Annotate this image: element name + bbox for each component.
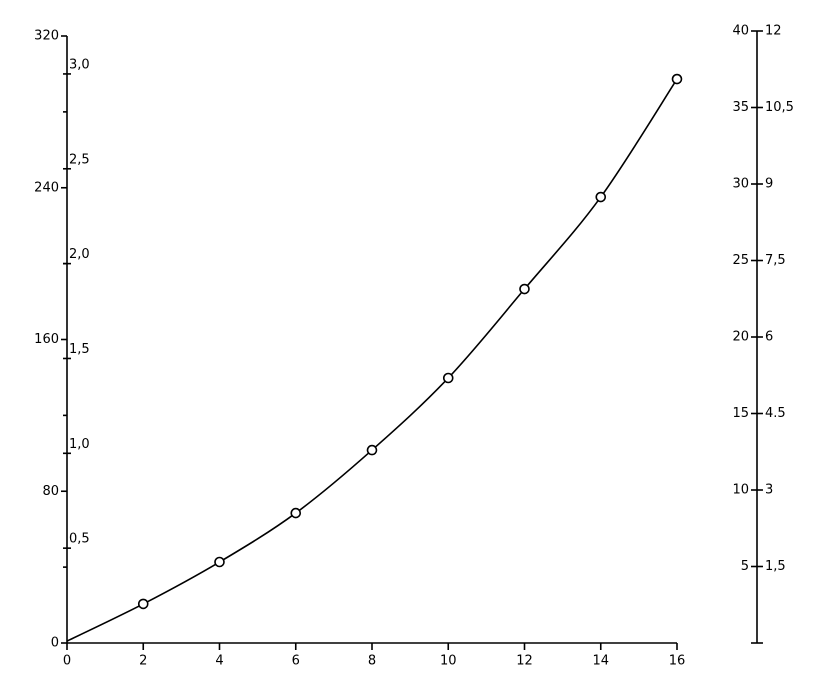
right-tick-label: 35 <box>732 100 749 115</box>
point <box>519 283 530 295</box>
y2-tick-label: 2,0 <box>69 247 90 262</box>
right-y2-tick-label: 6 <box>765 330 773 345</box>
point <box>671 73 683 85</box>
y-tick-label: 240 <box>34 180 59 195</box>
y-tick-label: 80 <box>42 484 59 499</box>
x-tick-label: 12 <box>516 654 533 669</box>
y2-tick-label: 1,5 <box>69 342 90 357</box>
y-tick-label: 160 <box>34 332 59 347</box>
right-y2-tick-label: 7,5 <box>765 253 786 268</box>
x-tick-label: 8 <box>368 654 376 669</box>
point <box>595 191 607 203</box>
right-tick-label: 20 <box>732 330 749 345</box>
y-tick-label: 320 <box>34 29 59 44</box>
x-tick-label: 4 <box>215 654 223 669</box>
y2-tick-label: 1,0 <box>69 437 90 452</box>
x-tick-label: 16 <box>669 654 686 669</box>
x-tick-label: 6 <box>292 654 300 669</box>
right-tick-label: 10 <box>732 483 749 498</box>
point <box>366 444 378 456</box>
right-tick-label: 30 <box>732 177 749 192</box>
right-y2-tick-label: 4.5 <box>765 406 786 421</box>
point <box>137 598 149 610</box>
y-tick-label: 0 <box>51 636 59 651</box>
point <box>214 556 225 568</box>
right-tick-label: 15 <box>732 406 749 421</box>
right-tick-label: 40 <box>732 24 749 39</box>
right-tick-label: 5 <box>741 559 749 574</box>
right-y2-tick-label: 9 <box>765 177 773 192</box>
y2-tick-label: 3,0 <box>69 57 90 72</box>
right-y2-tick-label: 12 <box>765 24 782 39</box>
y2-tick-label: 0,5 <box>69 532 90 547</box>
point <box>442 372 454 384</box>
right-tick-label: 25 <box>732 253 749 268</box>
right-y2-tick-label: 3 <box>765 483 773 498</box>
right-y2-tick-label: 10,5 <box>765 100 794 115</box>
curve <box>66 78 678 642</box>
y2-tick-label: 2,5 <box>69 152 90 167</box>
point <box>290 507 302 519</box>
x-tick-label: 10 <box>440 654 457 669</box>
x-tick-label: 14 <box>592 654 609 669</box>
right-y2-tick-label: 1,5 <box>765 559 786 574</box>
x-tick-label: 0 <box>63 654 71 669</box>
x-tick-label: 2 <box>139 654 147 669</box>
